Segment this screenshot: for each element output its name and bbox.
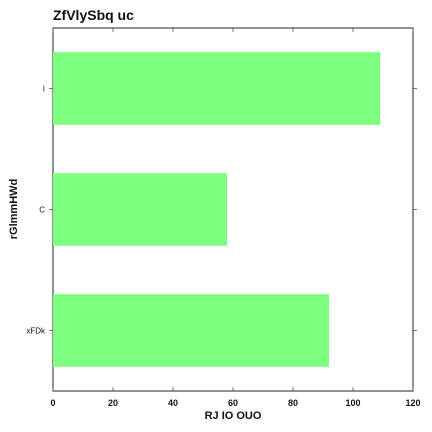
y-tick-label-C: C bbox=[39, 206, 45, 215]
x-tick-label-60: 60 bbox=[228, 398, 238, 408]
x-tick-label-0: 0 bbox=[50, 398, 55, 408]
y-tick-label-xFDk: xFDk bbox=[26, 327, 46, 336]
bar-I bbox=[53, 52, 380, 125]
x-ticks-group: 0 20 40 60 80 100 120 bbox=[50, 28, 421, 408]
y-ticks-group: xFDk C I bbox=[26, 85, 417, 336]
x-tick-label-120: 120 bbox=[405, 398, 420, 408]
bars-group bbox=[53, 52, 380, 367]
chart-title: ZfVlySbq uc bbox=[53, 7, 134, 23]
y-axis-label: rGlmmHWd bbox=[8, 179, 20, 240]
bar-C bbox=[53, 173, 227, 246]
y-tick-label-I: I bbox=[43, 85, 45, 94]
x-tick-label-20: 20 bbox=[108, 398, 118, 408]
bar-xFDk bbox=[53, 294, 329, 367]
x-tick-label-40: 40 bbox=[168, 398, 178, 408]
x-tick-label-100: 100 bbox=[345, 398, 360, 408]
x-tick-label-80: 80 bbox=[288, 398, 298, 408]
x-axis-label: RJ IO OUO bbox=[205, 410, 262, 422]
